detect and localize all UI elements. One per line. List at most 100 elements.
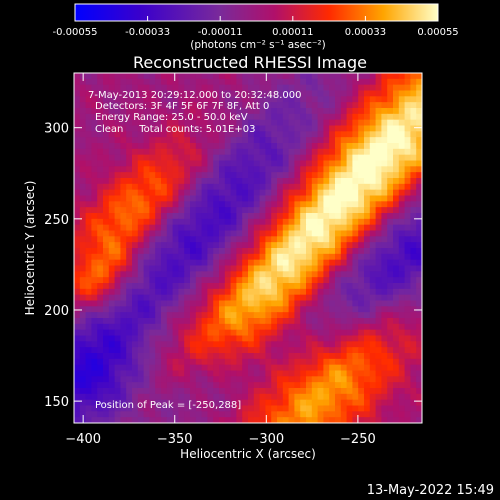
heatmap-cell: [230, 178, 237, 185]
heatmap-cell: [259, 178, 266, 185]
heatmap-cell: [340, 382, 348, 389]
heatmap-cell: [282, 125, 290, 132]
heatmap-cell: [375, 382, 382, 389]
heatmap-cell: [230, 382, 237, 389]
heatmap-cell: [74, 195, 81, 202]
heatmap-cell: [416, 201, 422, 208]
heatmap-cell: [178, 183, 185, 191]
heatmap-cell: [184, 160, 191, 167]
heatmap-cell: [114, 405, 121, 412]
heatmap-cell: [352, 166, 359, 173]
heatmap-cell: [288, 271, 295, 278]
heatmap-cell: [381, 178, 388, 185]
heatmap-cell: [253, 283, 261, 290]
heatmap-cell: [108, 329, 116, 337]
heatmap-cell: [195, 259, 203, 267]
heatmap-cell: [259, 218, 266, 226]
heatmap-cell: [224, 160, 232, 167]
heatmap-cell: [393, 90, 400, 97]
heatmap-cell: [364, 370, 371, 377]
heatmap-cell: [311, 259, 319, 267]
heatmap-cell: [306, 178, 313, 185]
heatmap-cell: [393, 125, 400, 132]
heatmap-cell: [132, 119, 139, 127]
heatmap-cell: [120, 370, 127, 377]
heatmap-cell: [323, 388, 330, 395]
heatmap-cell: [404, 218, 411, 226]
heatmap-cell: [393, 388, 400, 395]
heatmap-cell: [398, 259, 406, 267]
heatmap-cell: [329, 283, 336, 290]
heatmap-cell: [137, 137, 145, 144]
heatmap-cell: [375, 218, 382, 226]
heatmap-cell: [329, 143, 336, 150]
heatmap-cell: [74, 399, 81, 407]
heatmap-cell: [282, 183, 290, 191]
heatmap-cell: [387, 411, 394, 418]
heatmap-cell: [137, 178, 145, 185]
heatmap-cell: [184, 154, 191, 162]
heatmap-cell: [132, 84, 139, 92]
heatmap-cell: [184, 224, 191, 232]
heatmap-cell: [103, 265, 110, 272]
heatmap-cell: [230, 335, 237, 342]
heatmap-cell: [114, 388, 121, 395]
heatmap-cell: [178, 242, 185, 249]
heatmap-cell: [155, 294, 162, 302]
heatmap-cell: [132, 399, 139, 407]
heatmap-cell: [271, 236, 278, 243]
heatmap-cell: [387, 364, 394, 372]
heatmap-cell: [375, 96, 382, 103]
heatmap-cell: [137, 259, 145, 267]
heatmap-cell: [155, 323, 162, 331]
heatmap-cell: [207, 288, 214, 296]
heatmap-cell: [137, 399, 145, 407]
heatmap-cell: [398, 283, 406, 290]
heatmap-cell: [224, 201, 232, 208]
heatmap-cell: [108, 364, 116, 372]
heatmap-cell: [149, 178, 156, 185]
heatmap-cell: [277, 253, 284, 261]
heatmap-cell: [340, 201, 348, 208]
heatmap-cell: [271, 288, 278, 296]
heatmap-cell: [103, 323, 110, 331]
heatmap-cell: [230, 242, 237, 249]
heatmap-cell: [393, 382, 400, 389]
heatmap-cell: [404, 236, 411, 243]
heatmap-cell: [248, 189, 255, 197]
heatmap-cell: [201, 265, 208, 272]
heatmap-cell: [335, 236, 342, 243]
heatmap-cell: [306, 323, 313, 331]
heatmap-cell: [329, 353, 336, 360]
heatmap-cell: [114, 259, 121, 267]
heatmap-cell: [248, 102, 255, 109]
heatmap-cell: [91, 335, 98, 342]
heatmap-cell: [114, 253, 121, 261]
heatmap-cell: [282, 393, 290, 401]
heatmap-cell: [190, 90, 197, 97]
heatmap-cell: [195, 90, 203, 97]
heatmap-cell: [340, 119, 348, 127]
heatmap-cell: [137, 172, 145, 179]
heatmap-cell: [381, 411, 388, 418]
heatmap-cell: [91, 183, 98, 191]
heatmap-cell: [236, 399, 243, 407]
heatmap-cell: [317, 417, 324, 423]
heatmap-cell: [253, 393, 261, 401]
heatmap-cell: [190, 253, 197, 261]
heatmap-cell: [346, 294, 353, 302]
heatmap-cell: [329, 113, 336, 121]
heatmap-cell: [282, 323, 290, 331]
heatmap-cell: [364, 259, 371, 267]
heatmap-cell: [242, 207, 249, 214]
heatmap-cell: [335, 218, 342, 226]
heatmap-cell: [329, 131, 336, 138]
heatmap-cell: [265, 277, 272, 284]
heatmap-cell: [311, 370, 319, 377]
heatmap-cell: [114, 148, 121, 156]
info-energy-range: Energy Range: 25.0 - 50.0 keV: [95, 112, 248, 123]
heatmap-cell: [242, 183, 249, 191]
heatmap-cell: [346, 102, 353, 109]
heatmap-cell: [103, 195, 110, 202]
heatmap-cell: [108, 323, 116, 331]
